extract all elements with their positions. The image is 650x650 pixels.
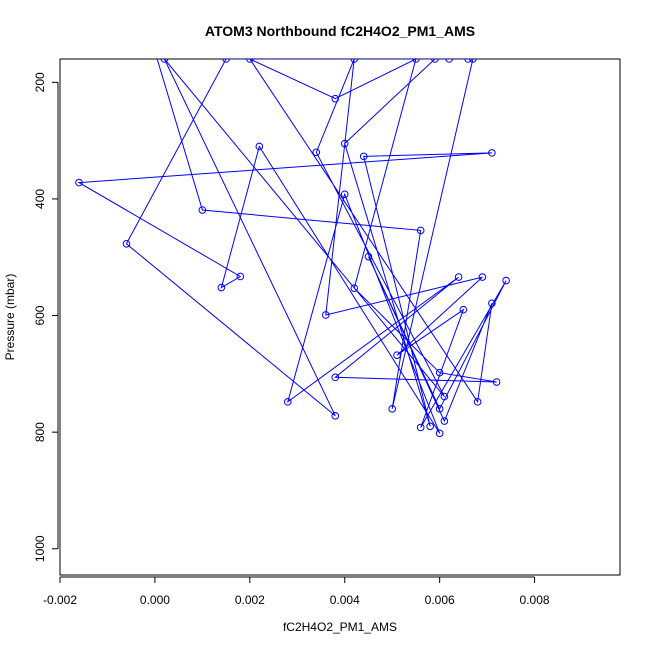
data-point (416, 423, 425, 432)
data-point (340, 190, 349, 199)
data-point (350, 59, 359, 63)
x-axis: -0.002 0.000 0.002 0.004 0.006 0.008 (43, 576, 550, 607)
data-point (331, 94, 340, 103)
data-point (488, 149, 496, 157)
data-point (255, 142, 264, 151)
data-point (198, 206, 207, 214)
data-point (393, 351, 401, 359)
data-point (435, 405, 444, 413)
x-axis-label: fC2H4O2_PM1_AMS (283, 620, 397, 634)
data-point (454, 273, 463, 281)
data-point (440, 392, 449, 401)
data-point (459, 305, 468, 314)
series-layer (75, 59, 510, 438)
data-point (426, 422, 434, 431)
data-point (359, 152, 368, 161)
data-point (445, 59, 453, 63)
y-axis: 200 400 600 800 1000 (33, 72, 59, 562)
data-point (473, 398, 482, 406)
data-point (469, 59, 477, 63)
data-point (440, 417, 449, 425)
data-point (502, 276, 510, 285)
data-point (435, 429, 444, 438)
data-point (321, 311, 330, 319)
plot-frame (59, 58, 621, 576)
y-tick-label: 800 (33, 422, 47, 442)
data-point (364, 252, 373, 261)
chart-title: ATOM3 Northbound fC2H4O2_PM1_AMS (205, 23, 475, 39)
x-tick-label: 0.002 (235, 593, 265, 607)
data-point (340, 139, 349, 148)
data-point (312, 148, 321, 157)
x-tick-label: 0.004 (330, 593, 360, 607)
data-point (331, 412, 340, 420)
y-axis-label: Pressure (mbar) (3, 274, 17, 361)
y-tick-label: 600 (33, 305, 47, 325)
x-tick-label: 0.008 (520, 593, 550, 607)
data-point (122, 240, 131, 248)
x-tick-label: 0.006 (425, 593, 455, 607)
data-point (160, 59, 169, 63)
y-tick-label: 200 (33, 72, 47, 92)
data-point (478, 273, 487, 281)
data-point (75, 178, 83, 187)
data-point (464, 59, 472, 63)
data-point (492, 378, 501, 386)
data-point (236, 272, 245, 281)
x-tick-label: 0.000 (140, 593, 170, 607)
data-point (435, 368, 444, 377)
data-point (416, 226, 425, 235)
data-point (246, 59, 254, 63)
data-point (217, 283, 226, 292)
y-tick-label: 1000 (33, 535, 47, 562)
data-point (222, 59, 230, 63)
data-point (412, 59, 420, 63)
data-point (431, 59, 439, 63)
x-tick-label: -0.002 (43, 593, 77, 607)
data-point (350, 284, 359, 292)
data-point (283, 398, 292, 406)
data-point (488, 299, 496, 308)
data-point (331, 373, 340, 382)
series-line (77, 59, 507, 434)
data-point (388, 405, 397, 413)
y-tick-label: 400 (33, 189, 47, 209)
